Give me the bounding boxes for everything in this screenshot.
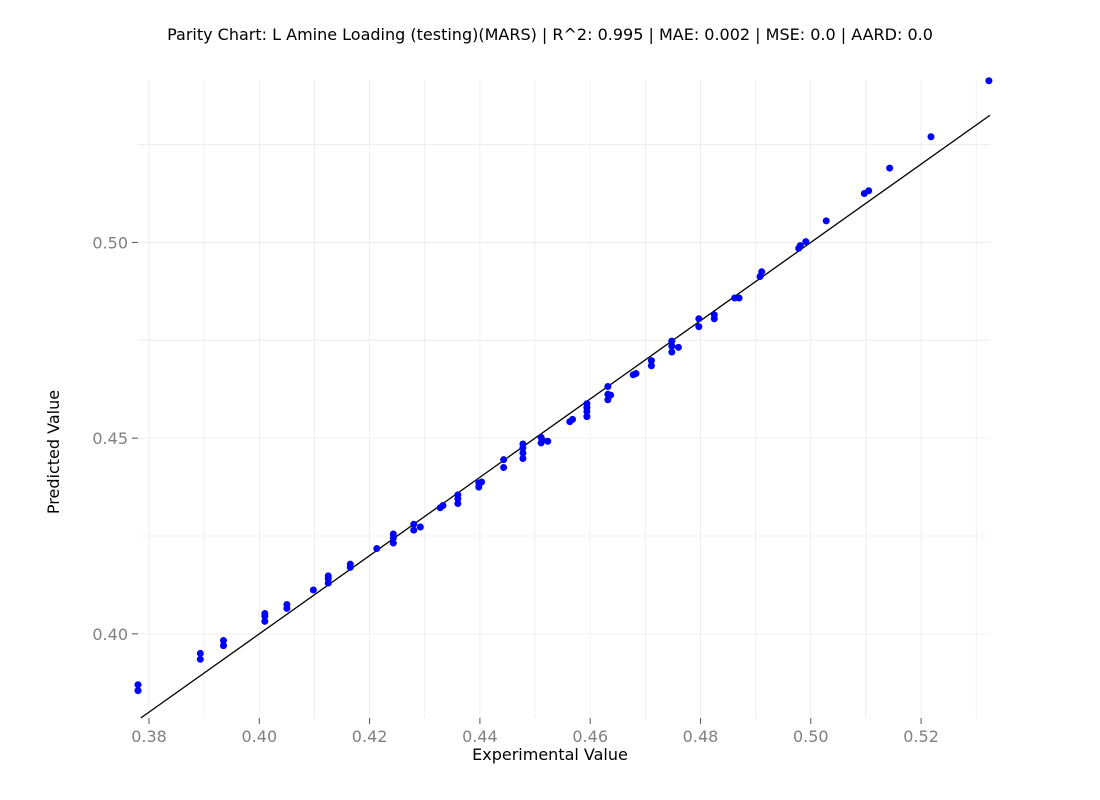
data-point — [607, 391, 615, 399]
data-point — [886, 164, 894, 172]
data-point — [389, 530, 397, 538]
data-point — [583, 400, 591, 408]
data-point — [668, 342, 676, 350]
x-axis-label: Experimental Value — [472, 745, 628, 764]
data-point — [134, 681, 142, 689]
data-point — [583, 413, 591, 421]
x-tick-label: 0.50 — [793, 727, 829, 746]
data-point — [410, 526, 418, 534]
data-point — [647, 357, 655, 365]
data-point — [261, 609, 269, 617]
data-point — [569, 415, 577, 423]
data-point — [668, 348, 676, 356]
x-tick-label: 0.40 — [242, 727, 278, 746]
data-point — [710, 311, 718, 319]
data-point — [196, 649, 204, 657]
data-point — [500, 456, 508, 464]
data-point — [219, 642, 227, 650]
grid-lines — [138, 80, 990, 718]
data-point — [865, 187, 873, 195]
y-axis-ticks: 0.40 0.45 0.50 — [92, 233, 138, 644]
data-point — [309, 586, 317, 594]
data-point — [674, 343, 682, 351]
data-point — [796, 242, 804, 250]
data-point — [758, 268, 766, 276]
reference-line-group — [140, 114, 991, 719]
data-point — [134, 687, 142, 695]
data-point — [544, 437, 552, 445]
data-point — [822, 217, 830, 225]
data-point — [519, 454, 527, 462]
data-point — [346, 560, 354, 568]
data-point — [373, 545, 381, 553]
y-tick-label: 0.45 — [92, 429, 128, 448]
data-point — [196, 655, 204, 663]
data-point — [927, 133, 935, 141]
data-point — [985, 77, 993, 85]
data-point — [695, 323, 703, 331]
data-point — [604, 382, 612, 390]
data-point — [802, 238, 810, 246]
x-tick-label: 0.48 — [683, 727, 719, 746]
data-point — [324, 572, 332, 580]
x-tick-label: 0.38 — [131, 727, 167, 746]
data-point — [500, 463, 508, 471]
parity-reference-line — [140, 114, 991, 719]
data-point — [538, 436, 546, 444]
data-point — [416, 523, 424, 531]
data-point — [410, 520, 418, 528]
data-point — [695, 315, 703, 323]
data-point — [389, 539, 397, 547]
data-point — [519, 449, 527, 457]
data-point — [219, 637, 227, 645]
data-point — [519, 440, 527, 448]
y-tick-label: 0.40 — [92, 625, 128, 644]
data-point — [668, 337, 676, 345]
chart-title: Parity Chart: L Amine Loading (testing)(… — [167, 25, 933, 44]
data-point — [454, 491, 462, 499]
x-axis-ticks: 0.38 0.40 0.42 0.44 0.46 0.48 0.50 0.52 — [131, 718, 939, 746]
data-point — [439, 501, 447, 509]
data-point — [632, 370, 640, 378]
y-tick-label: 0.50 — [92, 233, 128, 252]
data-point — [735, 294, 743, 302]
x-tick-label: 0.52 — [903, 727, 939, 746]
x-tick-label: 0.44 — [462, 727, 498, 746]
data-point — [261, 617, 269, 625]
data-point — [478, 478, 486, 486]
data-points — [134, 77, 993, 695]
y-axis-label: Predicted Value — [44, 390, 63, 514]
x-tick-label: 0.42 — [352, 727, 388, 746]
data-point — [283, 600, 291, 608]
data-point — [647, 362, 655, 370]
x-tick-label: 0.46 — [572, 727, 608, 746]
